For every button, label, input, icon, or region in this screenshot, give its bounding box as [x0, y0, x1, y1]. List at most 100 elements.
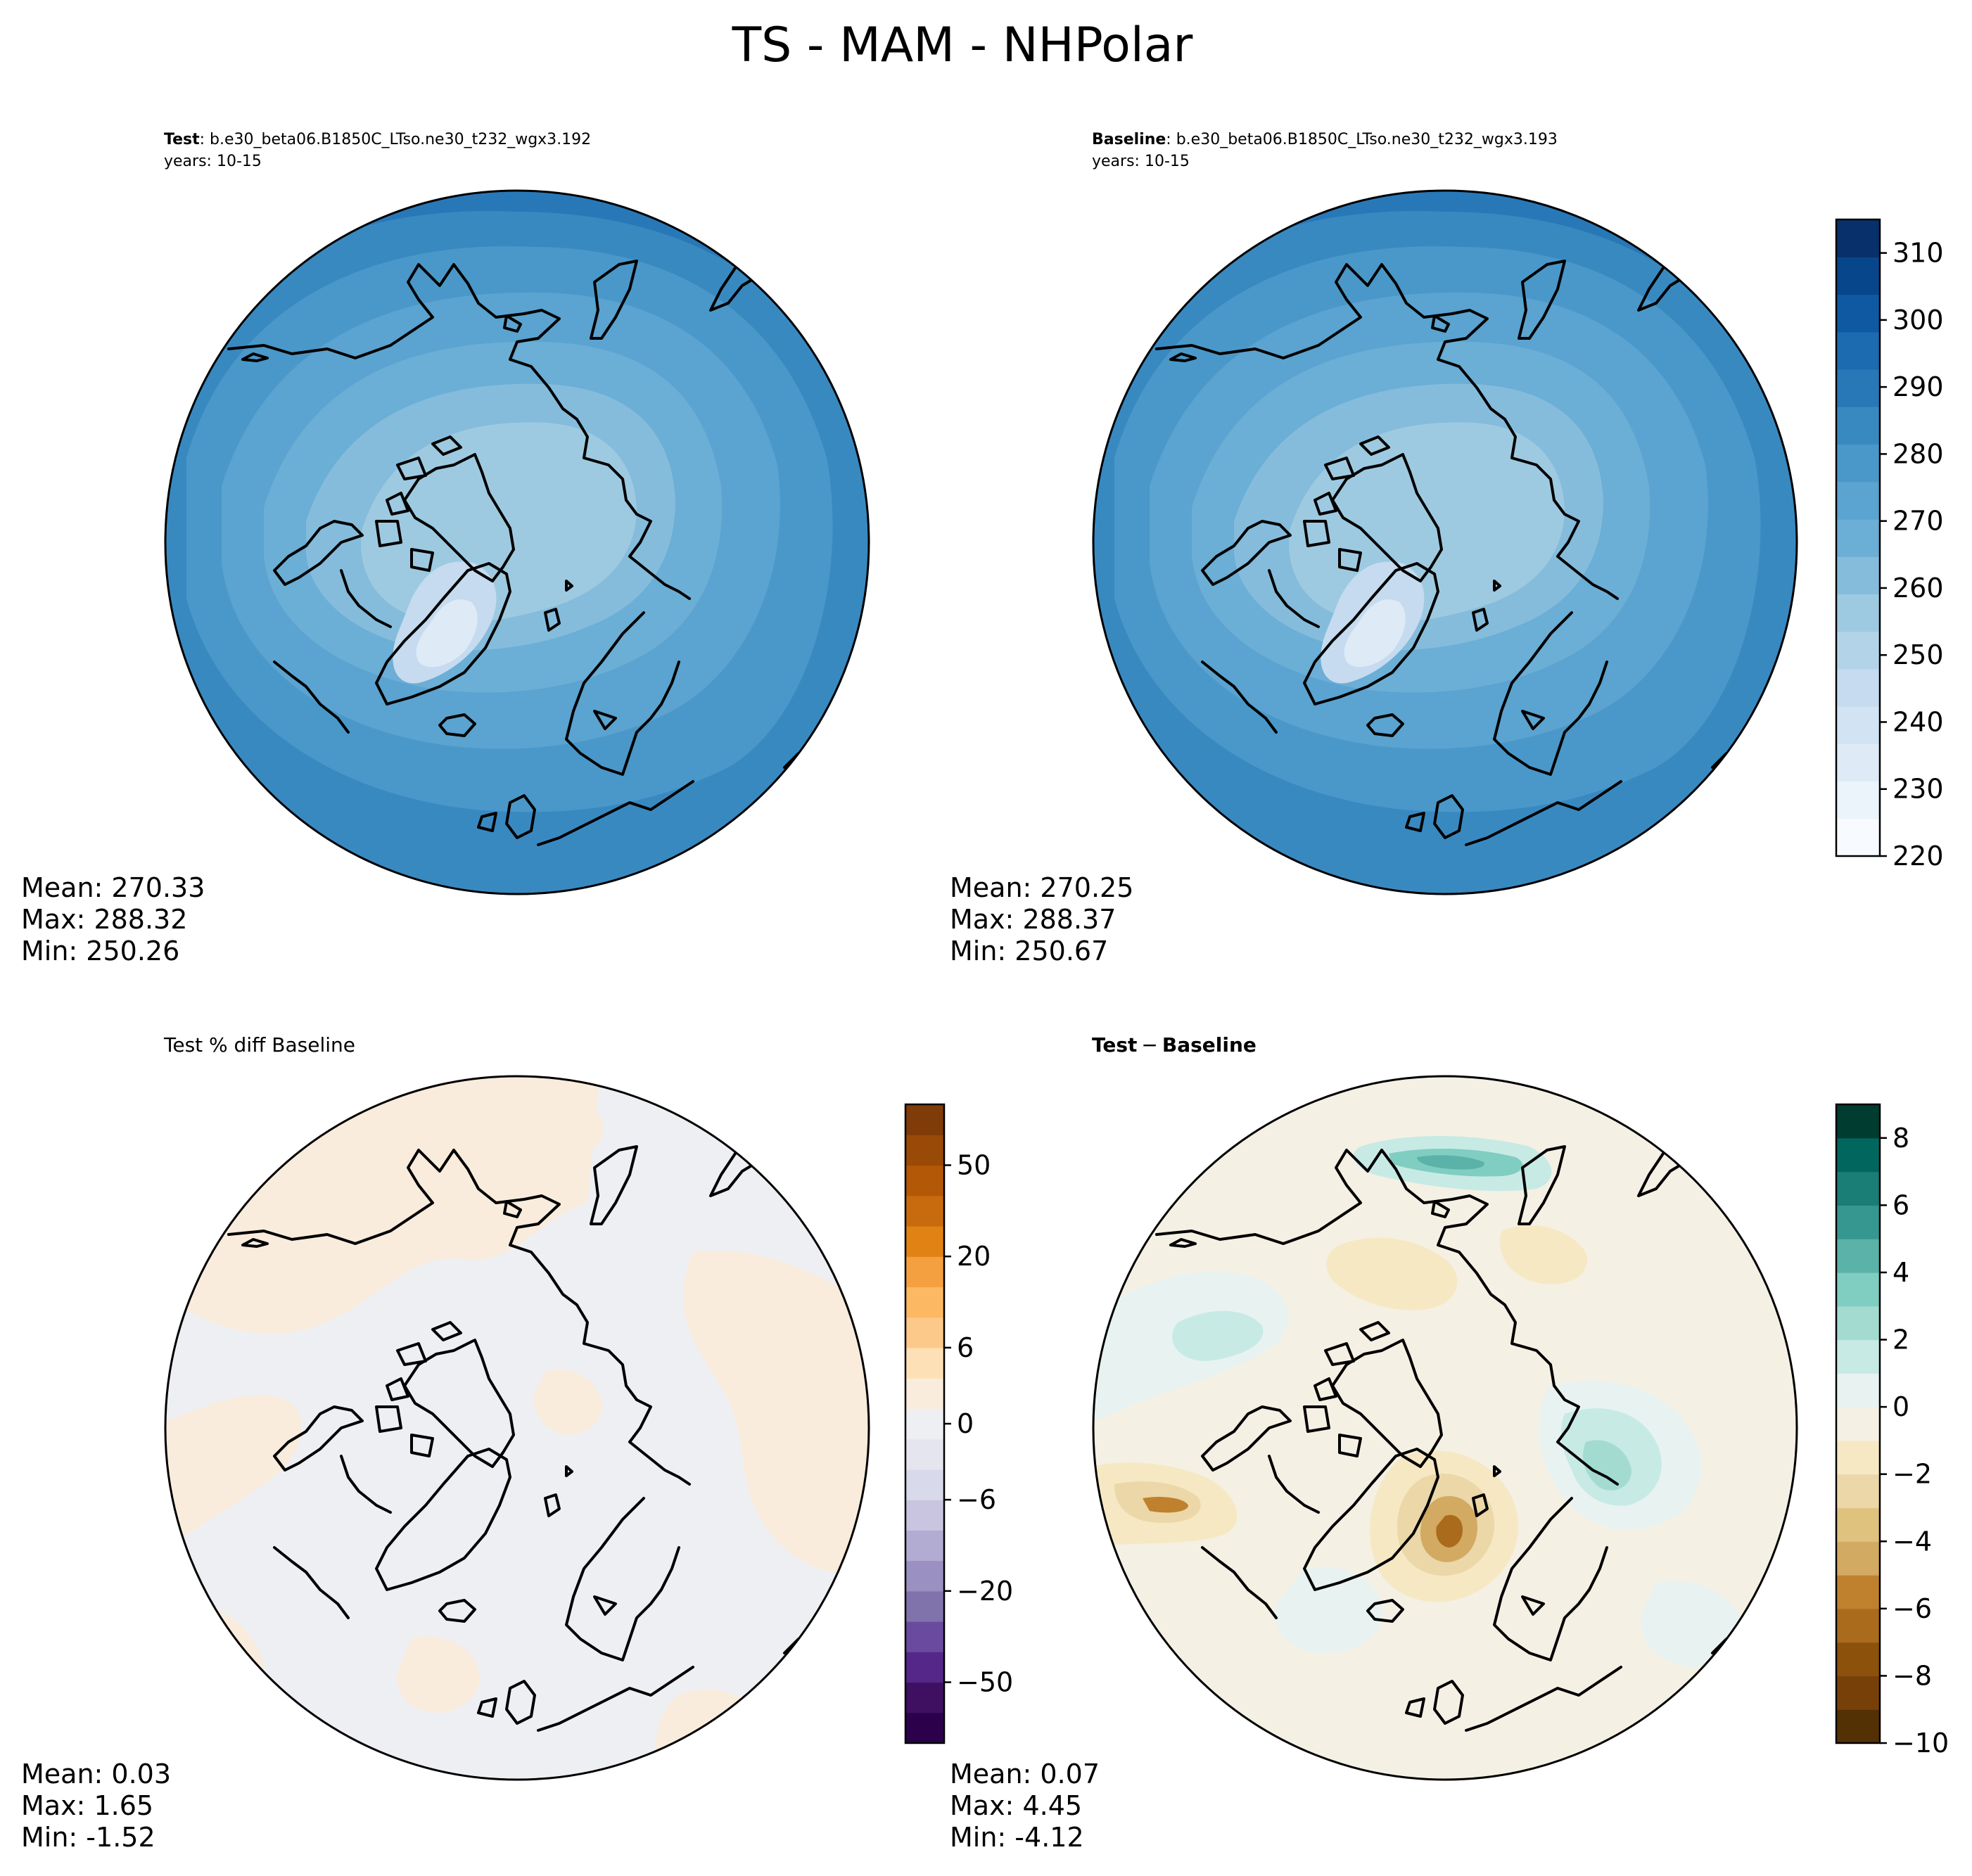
- colorbar-pctdiff-swatch-7: [905, 1500, 944, 1531]
- test-label: Test: [164, 131, 200, 148]
- colorbar-pctdiff-tick-label-6: 50: [957, 1149, 991, 1180]
- colorbar-diff-swatch-0: [1836, 1709, 1880, 1744]
- colorbar-absolute-swatch-16: [1836, 219, 1880, 257]
- colorbar-absolute-swatch-1: [1836, 781, 1880, 819]
- colorbar-pctdiff: −50 −20 −6 0 6 20 50: [904, 1103, 1013, 1744]
- colorbar-diff-swatch-3: [1836, 1608, 1880, 1643]
- diff-band-19: [1641, 1581, 1742, 1667]
- baseline-title: Baseline: b.e30_beta06.B1850C_LTso.ne30_…: [1092, 131, 1558, 148]
- colorbar-absolute-swatch-4: [1836, 668, 1880, 707]
- colorbar-absolute-tick-label-7: 290: [1893, 371, 1944, 402]
- pctdiff-band-4: [683, 1251, 869, 1574]
- colorbar-pctdiff-swatch-10: [905, 1408, 944, 1440]
- diff-band-17: [1500, 1225, 1587, 1284]
- diff-band-5: [1583, 1440, 1631, 1491]
- colorbar-diff-swatch-13: [1836, 1272, 1880, 1307]
- diff-title-minus: −: [1141, 1033, 1157, 1057]
- colorbar-absolute-swatch-7: [1836, 556, 1880, 594]
- figure-title: TS - MAM - NHPolar: [732, 18, 1193, 73]
- colorbar-diff-swatch-2: [1836, 1642, 1880, 1677]
- diff-band-15: [1436, 1514, 1463, 1548]
- diff-title-baseline: Baseline: [1162, 1033, 1257, 1057]
- colorbar-absolute-tick-label-5: 270: [1893, 506, 1944, 537]
- colorbar-diff-swatch-5: [1836, 1541, 1880, 1576]
- colorbar-absolute-tick-label-1: 230: [1893, 774, 1944, 805]
- colorbar-diff-swatch-8: [1836, 1440, 1880, 1475]
- colorbar-pctdiff-swatch-6: [905, 1530, 944, 1562]
- colorbar-pctdiff-tick-label-2: −6: [957, 1484, 996, 1515]
- diff-band-2: [1172, 1310, 1264, 1361]
- colorbar-pctdiff-swatch-2: [905, 1652, 944, 1683]
- colorbar-pctdiff-swatch-20: [905, 1104, 944, 1135]
- colorbar-pctdiff-swatch-15: [905, 1256, 944, 1288]
- colorbar-absolute-swatch-3: [1836, 706, 1880, 744]
- colorbar-absolute-tick-label-6: 280: [1893, 438, 1944, 469]
- colorbar-absolute-tick-label-2: 240: [1893, 706, 1944, 737]
- pctdiff-max: Max: 1.65: [21, 1790, 153, 1821]
- diff-band-11: [1143, 1497, 1188, 1513]
- colorbar-pctdiff-swatch-5: [905, 1560, 944, 1592]
- colorbar-pctdiff-swatch-1: [905, 1682, 944, 1714]
- test-map-boundary: [164, 189, 870, 895]
- colorbar-diff-swatch-7: [1836, 1474, 1880, 1509]
- colorbar-diff-frame: [1835, 1103, 1881, 1744]
- colorbar-diff-swatch-17: [1836, 1137, 1880, 1173]
- colorbar-absolute-swatch-10: [1836, 444, 1880, 483]
- baseline-years: years: 10-15: [1092, 153, 1190, 170]
- colorbar-absolute-frame: [1835, 218, 1881, 857]
- pctdiff-map-boundary: [164, 1075, 870, 1781]
- colorbar-pctdiff-swatch-18: [905, 1165, 944, 1197]
- colorbar-diff-tick-label-2: −6: [1893, 1593, 1932, 1624]
- pctdiff-title: Test % diff Baseline: [163, 1033, 355, 1057]
- colorbar-absolute-swatch-11: [1836, 407, 1880, 445]
- baseline-band-8: [1344, 599, 1406, 668]
- colorbar-diff-tick-label-5: 0: [1893, 1391, 1909, 1422]
- pctdiff-band-5: [534, 1370, 602, 1435]
- colorbar-pctdiff-swatch-14: [905, 1287, 944, 1318]
- diff-band-18: [1275, 1566, 1383, 1653]
- colorbar-absolute-swatch-12: [1836, 369, 1880, 407]
- diff-map: [1092, 1075, 1798, 1781]
- colorbar-diff-swatch-18: [1836, 1104, 1880, 1139]
- colorbar-absolute-tick-label-8: 300: [1893, 305, 1944, 336]
- colorbar-pctdiff-tick-label-1: −20: [957, 1576, 1013, 1607]
- baseline-mean: Mean: 270.25: [950, 872, 1133, 903]
- test-case: : b.e30_beta06.B1850C_LTso.ne30_t232_wgx…: [200, 131, 592, 148]
- colorbar-pctdiff-swatch-13: [905, 1317, 944, 1348]
- baseline-map: [1092, 189, 1798, 895]
- colorbar-diff-swatch-4: [1836, 1575, 1880, 1609]
- colorbar-pctdiff-swatch-9: [905, 1438, 944, 1470]
- baseline-field: [1093, 191, 1797, 894]
- colorbar-absolute-tick-label-3: 250: [1893, 639, 1944, 670]
- colorbar-pctdiff-tick-label-5: 20: [957, 1241, 991, 1272]
- diff-max: Max: 4.45: [950, 1790, 1082, 1821]
- colorbar-pctdiff-swatch-4: [905, 1590, 944, 1622]
- diff-mean: Mean: 0.07: [950, 1759, 1100, 1789]
- colorbar-pctdiff-tick-label-4: 6: [957, 1332, 974, 1363]
- colorbar-absolute-swatch-13: [1836, 331, 1880, 370]
- colorbar-diff-swatch-16: [1836, 1171, 1880, 1206]
- colorbar-absolute-swatch-6: [1836, 594, 1880, 632]
- diff-min: Min: -4.12: [950, 1822, 1084, 1853]
- panel-test: Test: b.e30_beta06.B1850C_LTso.ne30_t232…: [21, 131, 870, 966]
- colorbar-pctdiff-swatch-16: [905, 1225, 944, 1257]
- colorbar-absolute-swatch-8: [1836, 518, 1880, 557]
- baseline-case: : b.e30_beta06.B1850C_LTso.ne30_t232_wgx…: [1166, 131, 1558, 148]
- colorbar-diff-swatch-15: [1836, 1205, 1880, 1239]
- diff-band-8: [1417, 1155, 1484, 1170]
- colorbar-absolute-swatch-15: [1836, 257, 1880, 295]
- colorbar-diff: −10 −8 −6 −4 −2 0 2 4 6 8: [1835, 1103, 1949, 1759]
- colorbar-diff-swatch-14: [1836, 1239, 1880, 1273]
- colorbar-diff-tick-label-8: 6: [1893, 1189, 1909, 1220]
- colorbar-diff-tick-label-4: −2: [1893, 1459, 1932, 1490]
- colorbar-diff-tick-label-9: 8: [1893, 1123, 1909, 1154]
- colorbar-diff-tick-label-3: −4: [1893, 1526, 1932, 1557]
- baseline-label: Baseline: [1092, 131, 1166, 148]
- panel-pctdiff: Test % diff Baseline Mean: 0.03 Max: 1.6…: [21, 1033, 1013, 1853]
- colorbar-diff-swatch-12: [1836, 1306, 1880, 1341]
- pctdiff-band-6: [397, 1636, 480, 1713]
- pctdiff-min: Min: -1.52: [21, 1822, 155, 1853]
- colorbar-pctdiff-tick-label-0: −50: [957, 1667, 1013, 1698]
- test-max: Max: 288.32: [21, 904, 187, 935]
